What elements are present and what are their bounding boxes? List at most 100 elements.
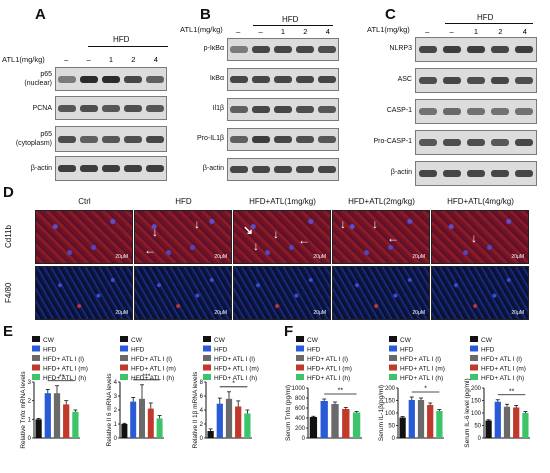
y-axis-label: Serum IL-1β(pg/ml) [378, 385, 385, 441]
blot-band [318, 46, 336, 53]
bar [156, 418, 163, 438]
micrograph-column-title: HFD+ATL(4mg/kg) [447, 197, 514, 206]
blot-row [227, 128, 339, 151]
lane-label: 2 [303, 27, 308, 36]
bar [342, 409, 350, 438]
arrow-icon: ↘ [243, 223, 254, 237]
legend-label: HFD+ ATL I (l) [307, 356, 348, 363]
blot-band [466, 139, 486, 146]
panel-letter-a: A [35, 6, 46, 23]
arrow-icon: ↓ [273, 227, 279, 241]
hfd-line-b [253, 25, 333, 26]
legend-swatch [203, 355, 211, 361]
blot-row-label: CASP-1 [386, 106, 412, 114]
blot-band [418, 108, 438, 115]
blot-row [415, 68, 537, 93]
blot-band [146, 75, 164, 83]
arrow-icon: ← [144, 243, 156, 257]
blot-band [490, 77, 510, 84]
lane-label: – [86, 55, 91, 64]
y-tick-label: 2 [28, 399, 32, 405]
blot-band [318, 166, 336, 173]
legend-swatch [470, 345, 478, 352]
blot-band [58, 104, 76, 112]
y-tick-label: 150 [385, 399, 396, 405]
legend-swatch [389, 336, 397, 342]
y-axis-label: Relative Il 6 mRNA levels [106, 373, 113, 447]
blot-band [514, 170, 534, 177]
blot-band [102, 165, 120, 172]
legend-swatch [296, 364, 304, 371]
cd11b-micrograph: 20μM [35, 210, 133, 264]
legend-swatch [389, 364, 397, 371]
legend-label: HFD [400, 347, 414, 354]
blot-row [415, 161, 537, 186]
legend-label: HFD+ ATL I (l) [400, 356, 441, 363]
bar [309, 417, 318, 438]
y-tick-label: 400 [295, 416, 306, 422]
scale-bar-label: 20μM [313, 254, 326, 260]
y-tick-label: 0 [28, 436, 32, 442]
blot-a-beta-actin [55, 156, 167, 181]
blot-a-label-p65-b: p65 [40, 131, 52, 138]
panel-letter-f: F [284, 323, 294, 340]
lane-label: – [425, 27, 430, 36]
blot-row [415, 130, 537, 155]
arrow-icon: ← [387, 231, 399, 245]
y-tick-label: 3 [114, 394, 118, 400]
blot-row [415, 37, 537, 62]
blot-band [318, 76, 336, 83]
blot-band [490, 108, 510, 115]
lane-label: – [449, 27, 454, 36]
scale-bar-label: 20μM [313, 310, 326, 316]
blot-band [514, 77, 534, 84]
legend-label: CW [43, 337, 55, 344]
legend-label: HFD+ ATL I (h) [307, 375, 350, 382]
legend-swatch [203, 336, 211, 342]
blot-band [252, 76, 270, 83]
blot-band [442, 108, 462, 115]
scale-bar-label: 20μM [214, 310, 227, 316]
y-tick-label: 1000 [292, 386, 306, 392]
blot-band [442, 139, 462, 146]
micrograph-column-title: HFD [175, 197, 192, 206]
lane-label: 2 [498, 27, 503, 36]
blot-band [230, 166, 248, 173]
blot-row-label: Il1β [212, 104, 224, 112]
blot-band [252, 166, 270, 173]
lane-label: – [236, 27, 241, 36]
blot-a-label-cytoplasm: (cytoplasm) [15, 140, 52, 147]
lane-label: 1 [280, 27, 286, 36]
blot-band [418, 139, 438, 146]
bar [216, 403, 223, 438]
bar [494, 401, 501, 438]
y-tick-label: 600 [295, 406, 306, 412]
legend-swatch [470, 336, 478, 342]
legend-label: HFD+ ATL I (m) [481, 366, 526, 373]
bar [147, 408, 154, 438]
legend-swatch [470, 364, 478, 371]
lane-label: 1 [108, 55, 114, 64]
micrograph-row-label: Cd11b [4, 225, 13, 249]
legend-swatch [120, 374, 128, 380]
legend-swatch [32, 355, 40, 361]
blot-band [296, 106, 314, 113]
hfd-label-c: HFD [477, 13, 494, 22]
blot-band [252, 106, 270, 113]
f480-micrograph: 20μM [332, 266, 430, 320]
legend-label: HFD+ ATL I (l) [131, 356, 172, 363]
blot-band [58, 165, 76, 172]
significance-marker: * [232, 380, 235, 387]
blot-band [490, 170, 510, 177]
legend-swatch [120, 355, 128, 361]
cd11b-micrograph: 20μM [233, 210, 331, 264]
blot-a-pcna [55, 96, 167, 120]
y-tick-label: 200 [471, 386, 482, 392]
y-tick-label: 2 [114, 408, 118, 414]
lane-label: 4 [325, 27, 330, 36]
bar [225, 398, 233, 438]
legend-swatch [120, 345, 128, 352]
micrograph-column-title: Ctrl [78, 197, 91, 206]
blot-band [274, 76, 292, 83]
legend-swatch [296, 345, 304, 352]
